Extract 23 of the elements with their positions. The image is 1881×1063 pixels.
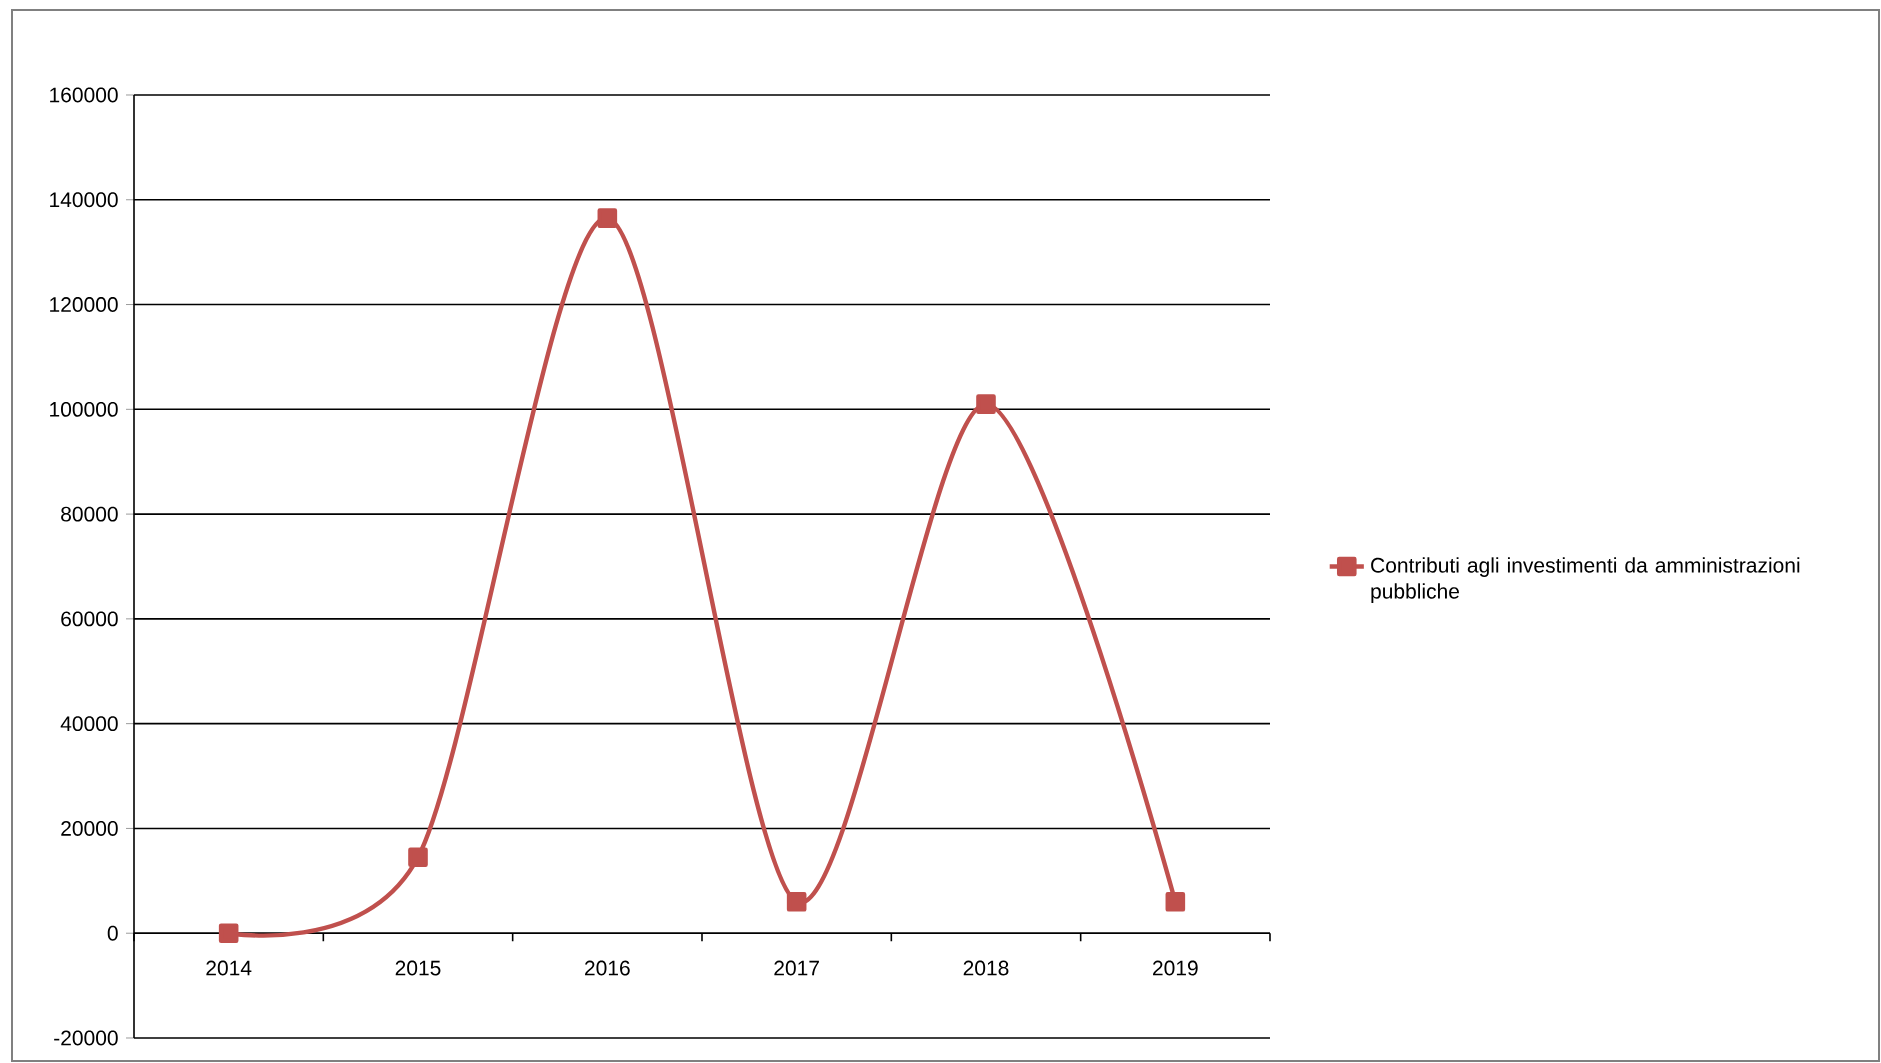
x-tick-label: 2014 xyxy=(206,960,252,976)
y-tick-label: 80000 xyxy=(61,506,118,522)
y-tick-label: 100000 xyxy=(50,401,118,417)
legend-label: Contributi agli investimenti da amministrazioni pubbliche xyxy=(1371,557,1800,603)
point xyxy=(218,923,239,944)
y-tick-label: 20000 xyxy=(61,821,118,836)
y-tick-label: 40000 xyxy=(60,716,118,732)
point xyxy=(597,208,618,228)
y-tick-label: -20000 xyxy=(54,1030,118,1046)
y-tick-label: 0 xyxy=(107,925,118,941)
x-tick-label: 2015 xyxy=(395,960,441,976)
point xyxy=(408,847,428,868)
x-tick-label: 2019 xyxy=(1153,960,1198,976)
x-tick-label: 2017 xyxy=(774,960,819,976)
y-tick-label: 120000 xyxy=(50,297,118,312)
point xyxy=(786,891,807,912)
x-tick-label: 2018 xyxy=(963,960,1009,976)
y-tick-label: 160000 xyxy=(50,87,118,103)
y-tick-label: 60000 xyxy=(61,611,118,627)
x-tick-label: 2016 xyxy=(585,960,630,976)
point xyxy=(976,394,996,414)
point xyxy=(1165,891,1186,912)
y-tick-label: 140000 xyxy=(50,192,118,208)
